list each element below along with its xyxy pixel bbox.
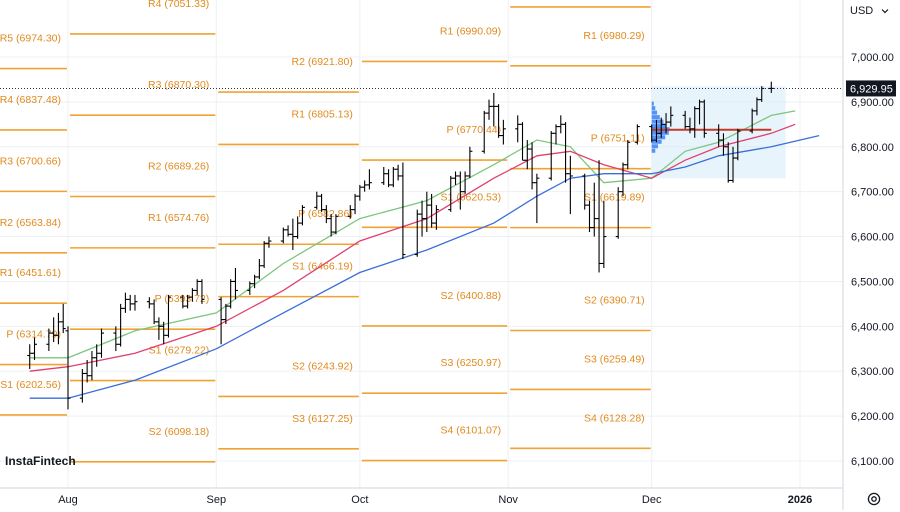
- pivot-level-label: R1 (6574.76): [148, 212, 209, 224]
- pivot-level-label: S4 (6128.28): [584, 412, 645, 424]
- pivot-level-label: R3 (6870.30): [148, 79, 209, 91]
- volume-profile-bar: [651, 124, 667, 129]
- pivot-level-label: P (6751.11): [591, 133, 645, 145]
- moving-average-line: [29, 134, 820, 399]
- pivot-level-label: R2 (6921.80): [292, 56, 353, 68]
- moving-average-line: [29, 123, 796, 372]
- volume-profile-bar: [651, 106, 656, 111]
- x-tick-label: 2026: [788, 494, 812, 506]
- ohlc-bars: [27, 81, 774, 410]
- y-tick-label: 7,000.00: [851, 52, 894, 64]
- pivot-level-label: R1 (6980.29): [583, 30, 644, 42]
- pivot-level-label: S1 (6466.19): [292, 261, 353, 273]
- pivot-level-label: S2 (6243.92): [292, 360, 353, 372]
- pivot-level-label: P (6393.72): [155, 293, 210, 305]
- current-price-label: 6,929.95: [850, 83, 893, 95]
- x-tick-label: Sep: [207, 494, 227, 506]
- x-tick-label: Nov: [498, 494, 518, 506]
- pivot-level-label: S1 (6620.53): [440, 191, 501, 203]
- currency-selector[interactable]: USD: [846, 2, 894, 20]
- volume-profile-bar: [651, 110, 658, 115]
- chevron-down-icon: [881, 9, 889, 14]
- pivot-level-label: S3 (6259.49): [584, 353, 645, 365]
- moving-average-line: [29, 110, 796, 359]
- y-tick-label: 6,800.00: [851, 142, 894, 154]
- pivot-level-label: R3 (6700.66): [0, 155, 61, 167]
- y-tick-label: 6,600.00: [851, 232, 894, 244]
- brand-watermark: InstaFintech: [5, 454, 76, 468]
- pivot-levels: R5 (6974.30) R4 (6837.48) R3 (6700.66) R2 (…: [0, 0, 651, 463]
- y-tick-label: 6,400.00: [851, 321, 894, 333]
- volume-profile-bar: [651, 119, 664, 124]
- pivot-level-label: S2 (6390.71): [584, 295, 645, 307]
- pivot-level-label: S4 (6101.07): [440, 425, 501, 437]
- pivot-level-label: R1 (6990.09): [440, 25, 501, 37]
- pivot-level-label: P (6582.86): [298, 208, 353, 220]
- volume-profile-bar: [651, 115, 660, 120]
- y-tick-label: 6,100.00: [851, 456, 894, 468]
- moving-averages: [29, 110, 820, 399]
- pivot-level-label: S1 (6619.89): [584, 192, 645, 204]
- pivot-level-label: P (6770.44): [446, 124, 501, 136]
- chart-grid: [0, 0, 843, 488]
- chart-settings-button[interactable]: [866, 491, 882, 507]
- volume-profile-bar: [651, 135, 666, 140]
- x-tick-label: Dec: [642, 494, 662, 506]
- pivot-level-label: R1 (6805.13): [292, 108, 353, 120]
- pivot-level-label: S3 (6250.97): [440, 357, 501, 369]
- y-tick-label: 6,500.00: [851, 276, 894, 288]
- pivot-level-label: S1 (6279.22): [149, 345, 210, 357]
- pivot-level-label: P (6314.79): [6, 329, 61, 341]
- volume-profile-bar: [651, 144, 658, 149]
- volume-profile-bar: [651, 101, 654, 106]
- pivot-level-label: S2 (6098.18): [149, 426, 210, 438]
- pivot-level-label: R4 (7051.33): [148, 0, 209, 10]
- pivot-level-label: R1 (6451.61): [0, 267, 61, 279]
- currency-label: USD: [850, 5, 874, 17]
- y-tick-label: 6,900.00: [851, 97, 894, 109]
- volume-profile-bar: [651, 148, 656, 153]
- y-tick-label: 6,700.00: [851, 187, 894, 199]
- pivot-level-label: S2 (6400.88): [440, 290, 501, 302]
- pivot-level-label: R2 (6689.26): [148, 160, 209, 172]
- pivot-level-label: S3 (6127.25): [292, 413, 353, 425]
- y-tick-label: 6,200.00: [851, 411, 894, 423]
- current-price-tag: [846, 80, 896, 97]
- pivot-level-label: S1 (6202.56): [0, 379, 61, 391]
- x-tick-label: Aug: [58, 494, 78, 506]
- gear-icon: [867, 492, 881, 506]
- x-tick-label: Oct: [351, 494, 368, 506]
- pivot-level-label: R4 (6837.48): [0, 94, 61, 106]
- pivot-level-label: R2 (6563.84): [0, 217, 61, 229]
- y-tick-label: 6,300.00: [851, 366, 894, 378]
- pivot-level-label: R5 (6974.30): [0, 33, 61, 45]
